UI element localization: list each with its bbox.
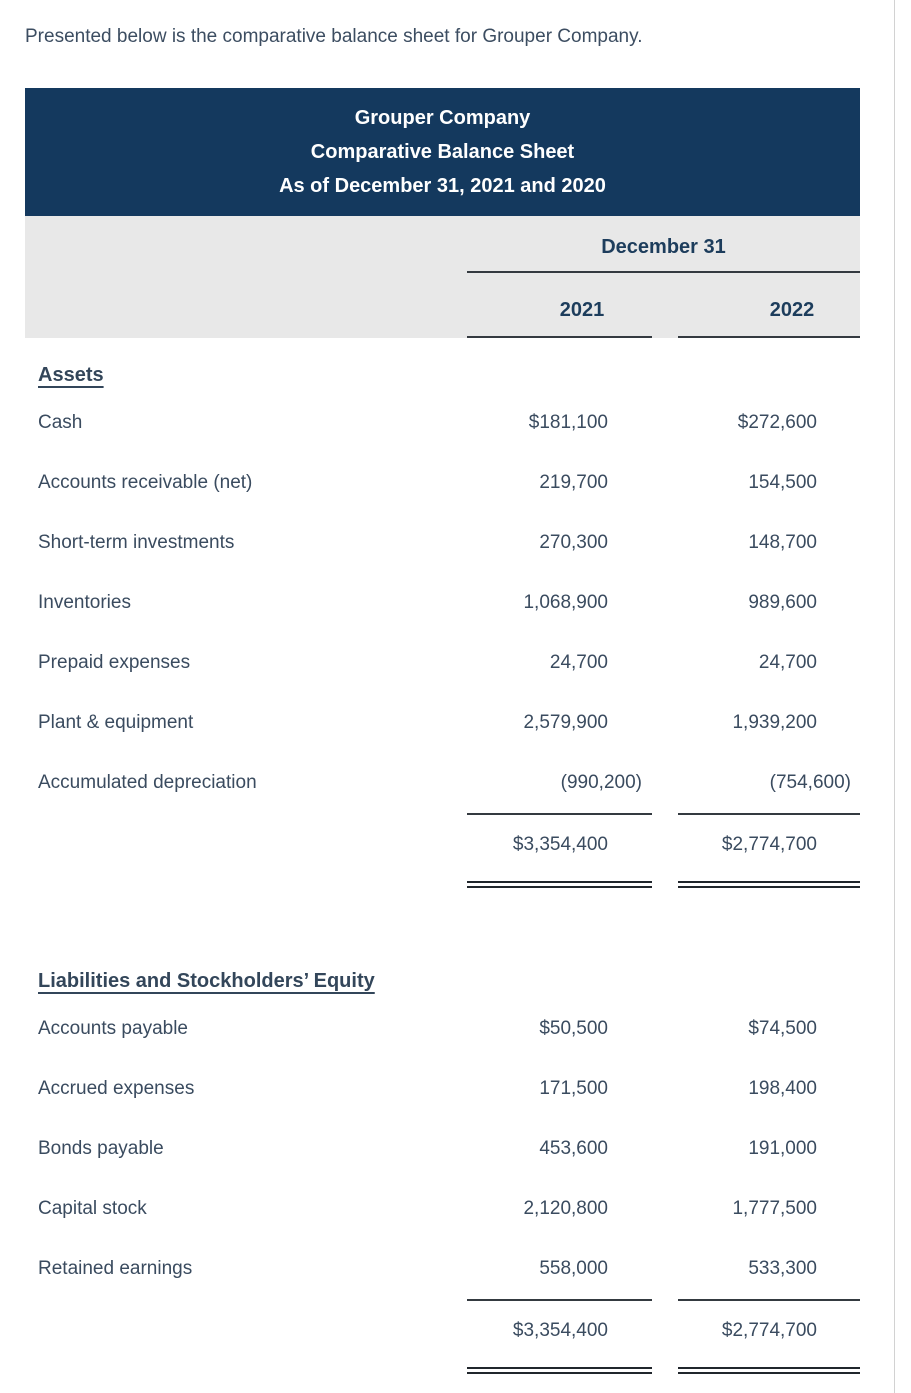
value-2021: 171,500 <box>539 1078 608 1099</box>
value-2021: 558,000 <box>539 1258 608 1279</box>
section-assets: Assets Cash $181,100 $272,600 Accounts r… <box>25 338 860 888</box>
section-heading-liabilities: Liabilities and Stockholders’ Equity <box>38 970 375 992</box>
company-name: Grouper Company <box>354 107 531 129</box>
row-label: Cash <box>38 412 83 433</box>
row-total-liabilities-equity: $3,354,400 $2,774,700 <box>25 1301 860 1361</box>
row-accrued-expenses: Accrued expenses 171,500 198,400 <box>25 1059 860 1119</box>
value-2022: 989,600 <box>748 592 817 613</box>
total-double-rule <box>25 881 860 888</box>
row-label: Short-term investments <box>38 532 235 553</box>
row-accounts-payable: Accounts payable $50,500 $74,500 <box>25 999 860 1059</box>
value-2021: 1,068,900 <box>523 592 608 613</box>
row-prepaid-expenses: Prepaid expenses 24,700 24,700 <box>25 633 860 693</box>
value-2022: $272,600 <box>737 412 817 433</box>
total-2021: $3,354,400 <box>512 834 608 855</box>
rule-line-2021 <box>467 1299 652 1301</box>
section-gap <box>25 892 860 944</box>
value-2022: 148,700 <box>748 532 817 553</box>
total-2022: $2,774,700 <box>721 834 817 855</box>
row-retained-earnings: Retained earnings 558,000 533,300 <box>25 1239 860 1299</box>
value-2021: $181,100 <box>528 412 608 433</box>
date-header-spacer <box>38 216 441 273</box>
value-2022: $74,500 <box>748 1018 817 1039</box>
right-edge-divider <box>894 0 895 1393</box>
row-total-assets: $3,354,400 $2,774,700 <box>25 815 860 875</box>
value-2021: (990,200) <box>560 772 642 793</box>
statement-name: Comparative Balance Sheet <box>310 141 575 163</box>
row-accumulated-depreciation: Accumulated depreciation (990,200) (754,… <box>25 753 860 813</box>
year-header-spacer <box>38 273 441 338</box>
row-label: Retained earnings <box>38 1258 193 1279</box>
row-short-term-investments: Short-term investments 270,300 148,700 <box>25 513 860 573</box>
value-2022: 1,777,500 <box>732 1198 817 1219</box>
value-2022: 24,700 <box>758 652 817 673</box>
rule-line-2022 <box>678 813 860 815</box>
statement-period: As of December 31, 2021 and 2020 <box>279 175 606 197</box>
subtotal-rule <box>25 813 860 815</box>
double-rule-2021 <box>467 1367 652 1374</box>
value-2022: 191,000 <box>748 1138 817 1159</box>
value-2022: 154,500 <box>748 472 817 493</box>
subtotal-rule <box>25 1299 860 1301</box>
rule-line-2021 <box>467 813 652 815</box>
row-label: Capital stock <box>38 1198 147 1219</box>
row-label: Accounts receivable (net) <box>38 472 253 493</box>
date-header-row: December 31 <box>25 216 860 273</box>
total-2021: $3,354,400 <box>512 1320 608 1341</box>
balance-sheet: Grouper Company Comparative Balance Shee… <box>25 88 860 1378</box>
value-2021: 2,579,900 <box>523 712 608 733</box>
column-header-2022: 2022 <box>678 273 860 338</box>
value-2022: 533,300 <box>748 1258 817 1279</box>
row-capital-stock: Capital stock 2,120,800 1,777,500 <box>25 1179 860 1239</box>
year-header-row: 2021 2022 <box>25 273 860 338</box>
section-liabilities: Liabilities and Stockholders’ Equity Acc… <box>25 944 860 1374</box>
double-rule-2021 <box>467 881 652 888</box>
row-label: Bonds payable <box>38 1138 164 1159</box>
rule-line-2022 <box>678 1299 860 1301</box>
value-2021: 270,300 <box>539 532 608 553</box>
value-2021: $50,500 <box>539 1018 608 1039</box>
date-header: December 31 <box>467 216 860 273</box>
row-plant-equipment: Plant & equipment 2,579,900 1,939,200 <box>25 693 860 753</box>
intro-text: Presented below is the comparative balan… <box>25 26 643 47</box>
row-bonds-payable: Bonds payable 453,600 191,000 <box>25 1119 860 1179</box>
value-2022: 198,400 <box>748 1078 817 1099</box>
row-inventories: Inventories 1,068,900 989,600 <box>25 573 860 633</box>
row-label: Prepaid expenses <box>38 652 191 673</box>
sheet-title-block: Grouper Company Comparative Balance Shee… <box>25 88 860 216</box>
value-2021: 453,600 <box>539 1138 608 1159</box>
double-rule-2022 <box>678 881 860 888</box>
row-label: Plant & equipment <box>38 712 194 733</box>
row-label: Accounts payable <box>38 1018 188 1039</box>
row-cash: Cash $181,100 $272,600 <box>25 393 860 453</box>
value-2022: 1,939,200 <box>732 712 817 733</box>
value-2021: 219,700 <box>539 472 608 493</box>
row-label: Accrued expenses <box>38 1078 195 1099</box>
column-header-band: December 31 2021 2022 <box>25 216 860 338</box>
row-label: Inventories <box>38 592 131 613</box>
total-2022: $2,774,700 <box>721 1320 817 1341</box>
value-2021: 2,120,800 <box>523 1198 608 1219</box>
value-2021: 24,700 <box>549 652 608 673</box>
section-heading-assets: Assets <box>38 364 104 386</box>
total-double-rule <box>25 1367 860 1374</box>
row-label: Accumulated depreciation <box>38 772 257 793</box>
row-accounts-receivable: Accounts receivable (net) 219,700 154,50… <box>25 453 860 513</box>
column-header-2021: 2021 <box>467 273 652 338</box>
double-rule-2022 <box>678 1367 860 1374</box>
value-2022: (754,600) <box>769 772 851 793</box>
